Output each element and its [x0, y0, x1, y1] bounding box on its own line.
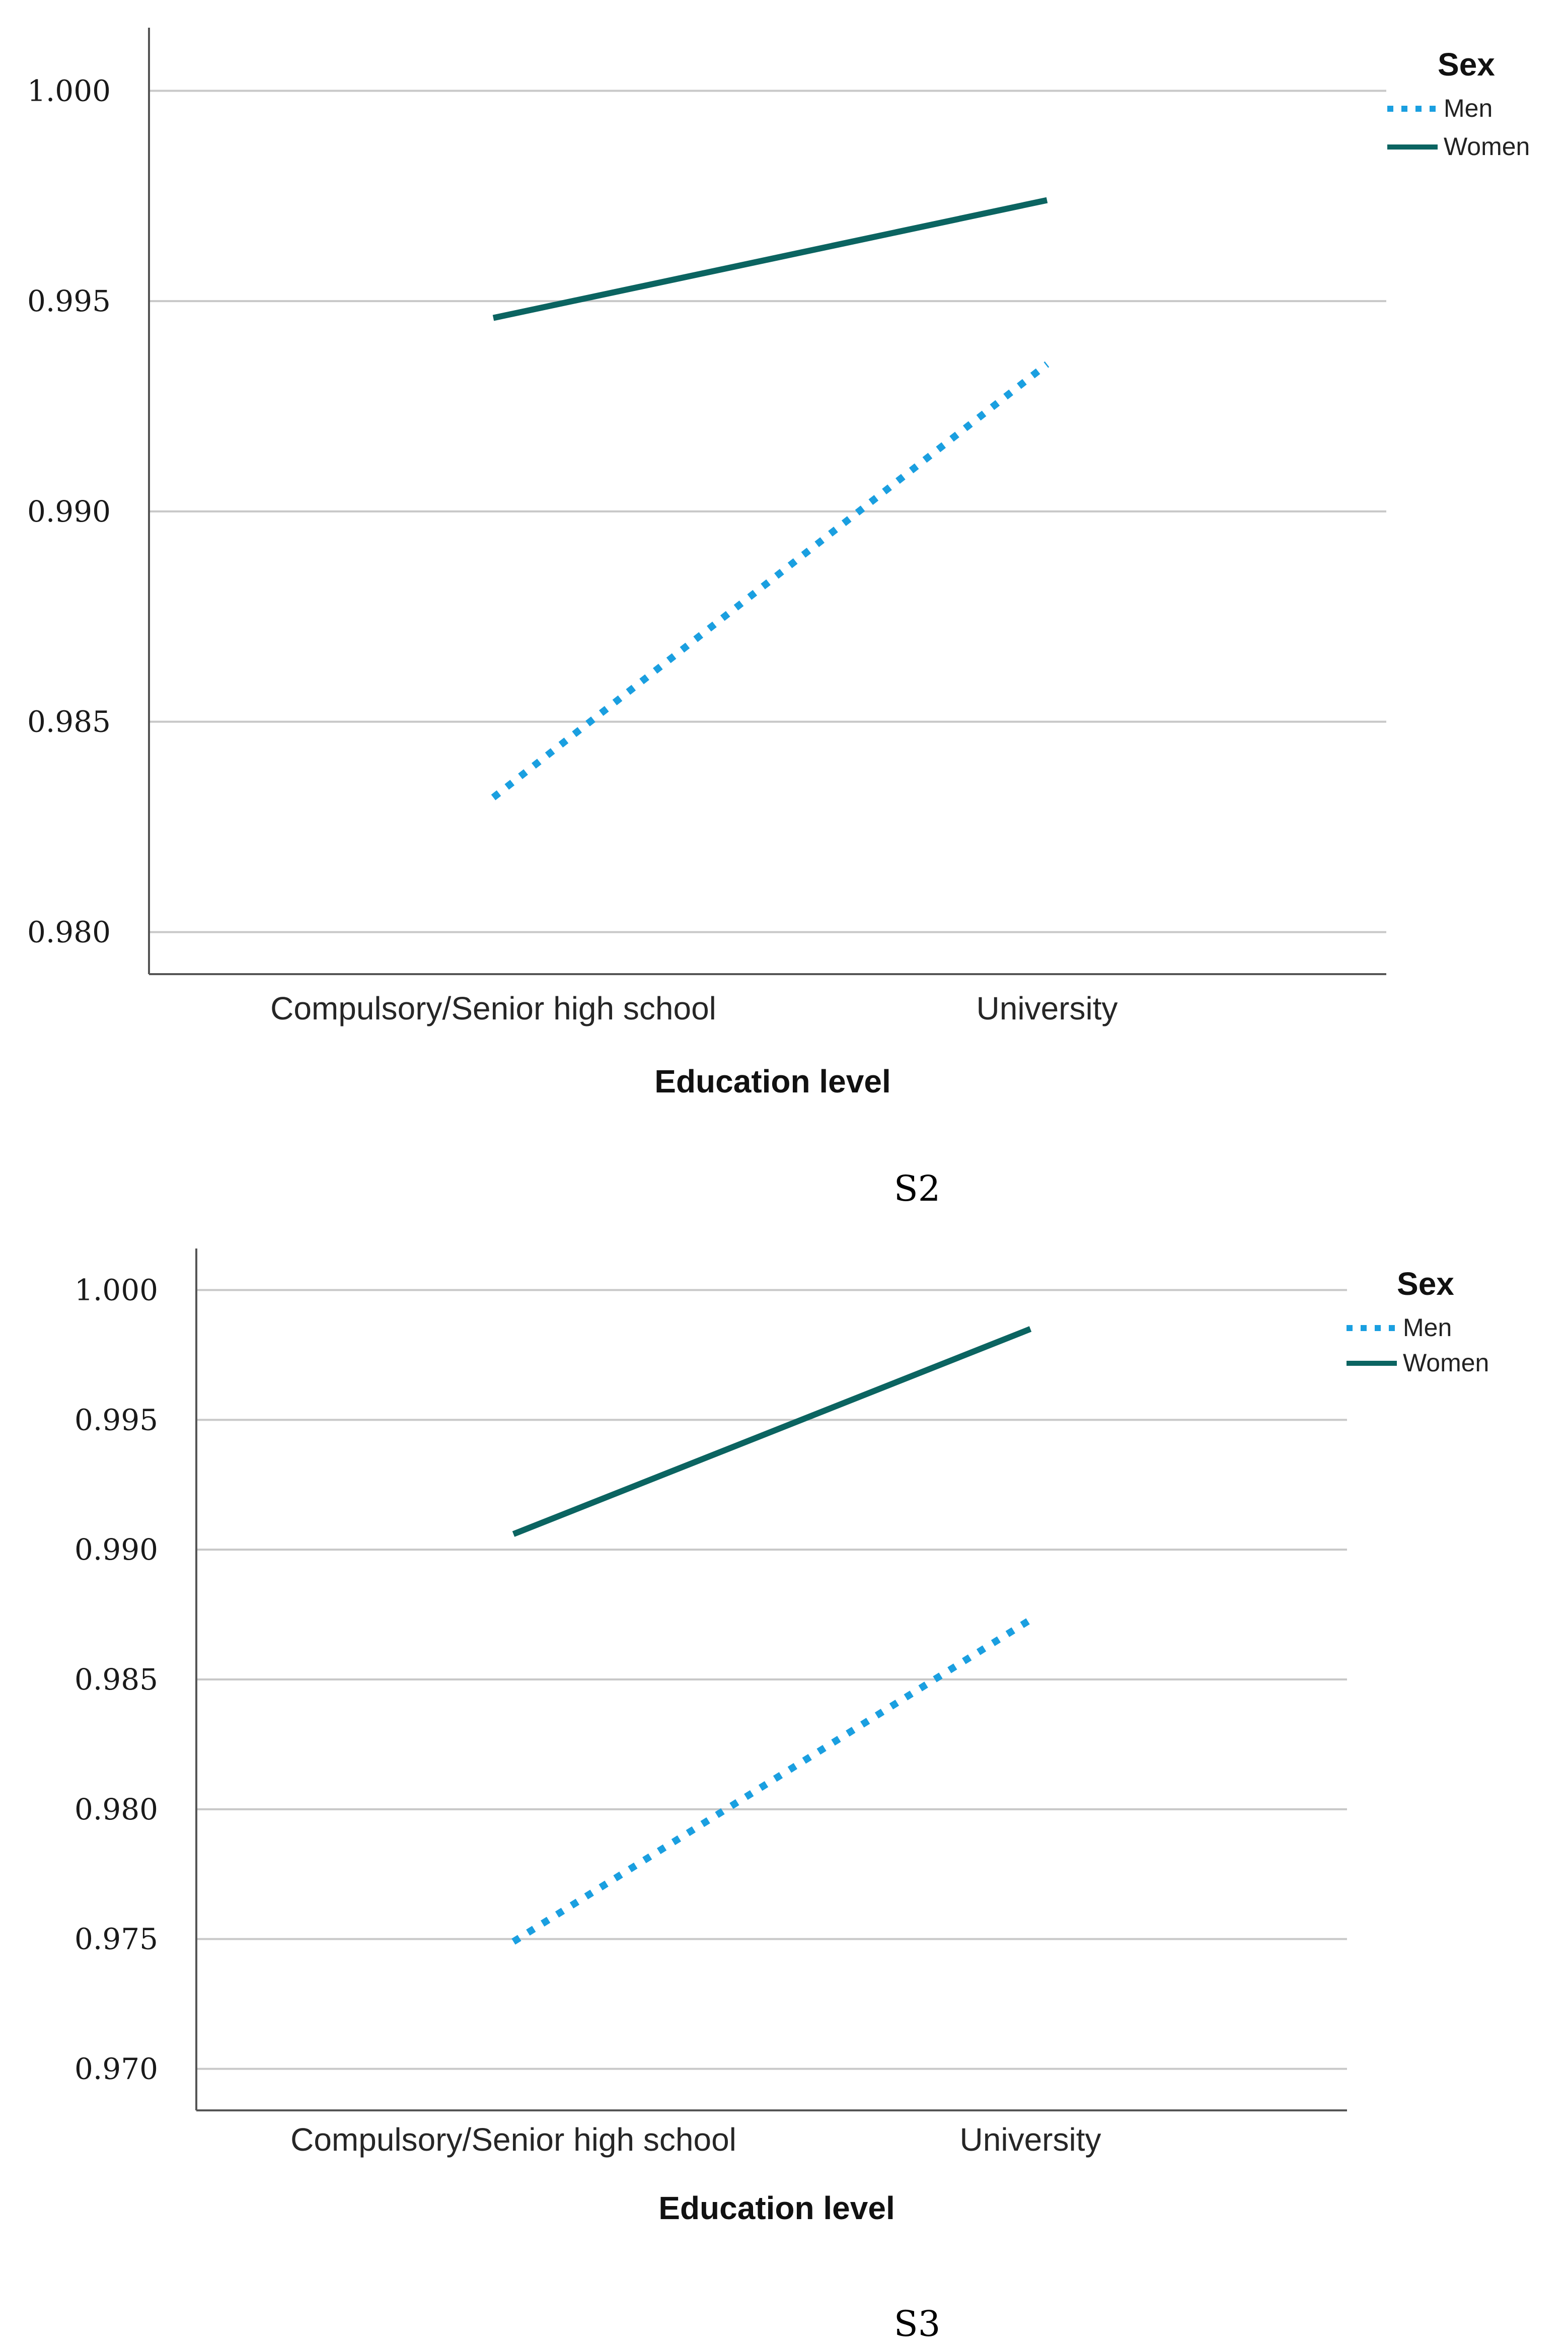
x-tick-labels: Compulsory/Senior high school University — [290, 2121, 1101, 2158]
y-tick-labels: 0.970 0.975 0.980 0.985 0.990 0.995 1.000 — [74, 1273, 158, 2086]
y-tick-label: 1.000 — [74, 1273, 158, 1307]
series-line-women — [512, 1326, 1032, 1537]
chart-s3: 0.970 0.975 0.980 0.985 0.990 0.995 1.000 Comp… — [74, 1249, 1489, 2344]
y-tick-label: 0.990 — [74, 1532, 158, 1567]
series-lines — [491, 197, 1050, 800]
gridlines — [149, 90, 1386, 933]
x-tick-label: Compulsory/Senior high school — [290, 2121, 736, 2158]
x-tick-labels: Compulsory/Senior high school University — [270, 990, 1117, 1026]
x-axis-title: Education level — [658, 2190, 894, 2226]
legend-title: Sex — [1397, 1266, 1454, 1302]
series-lines — [511, 1326, 1032, 1945]
y-tick-label: 0.980 — [27, 915, 111, 949]
y-tick-label: 0.995 — [74, 1403, 158, 1437]
legend: Sex Men Women — [1347, 1266, 1489, 1377]
legend-label-women: Women — [1444, 132, 1530, 161]
legend: Sex Men Women — [1387, 46, 1530, 161]
x-tick-label: Compulsory/Senior high school — [270, 990, 716, 1026]
series-line-women — [492, 197, 1048, 321]
y-tick-label: 0.975 — [74, 1922, 158, 1956]
gridlines — [196, 1289, 1347, 2070]
x-tick-label: University — [960, 2121, 1101, 2158]
x-axis-title: Education level — [654, 1063, 890, 1099]
legend-title: Sex — [1438, 46, 1495, 83]
series-line-men — [511, 1617, 1032, 1945]
y-tick-label: 1.000 — [27, 74, 111, 108]
y-tick-label: 0.970 — [74, 2051, 158, 2086]
legend-label-women: Women — [1403, 1349, 1489, 1377]
y-tick-label: 0.990 — [27, 494, 111, 529]
y-tick-label: 0.980 — [74, 1792, 158, 1826]
x-tick-label: University — [977, 990, 1118, 1026]
chart-s2: 0.980 0.985 0.990 0.995 1.000 Compulsory/Sen… — [27, 28, 1530, 1209]
y-tick-label: 0.985 — [74, 1662, 158, 1697]
series-line-men — [491, 361, 1050, 800]
y-tick-label: 0.995 — [27, 284, 111, 318]
figure-caption: S3 — [894, 2303, 941, 2344]
legend-label-men: Men — [1444, 94, 1492, 122]
y-tick-label: 0.985 — [27, 705, 111, 739]
y-tick-labels: 0.980 0.985 0.990 0.995 1.000 — [27, 74, 111, 949]
figure-caption: S2 — [894, 1168, 941, 1209]
legend-label-men: Men — [1403, 1313, 1452, 1342]
